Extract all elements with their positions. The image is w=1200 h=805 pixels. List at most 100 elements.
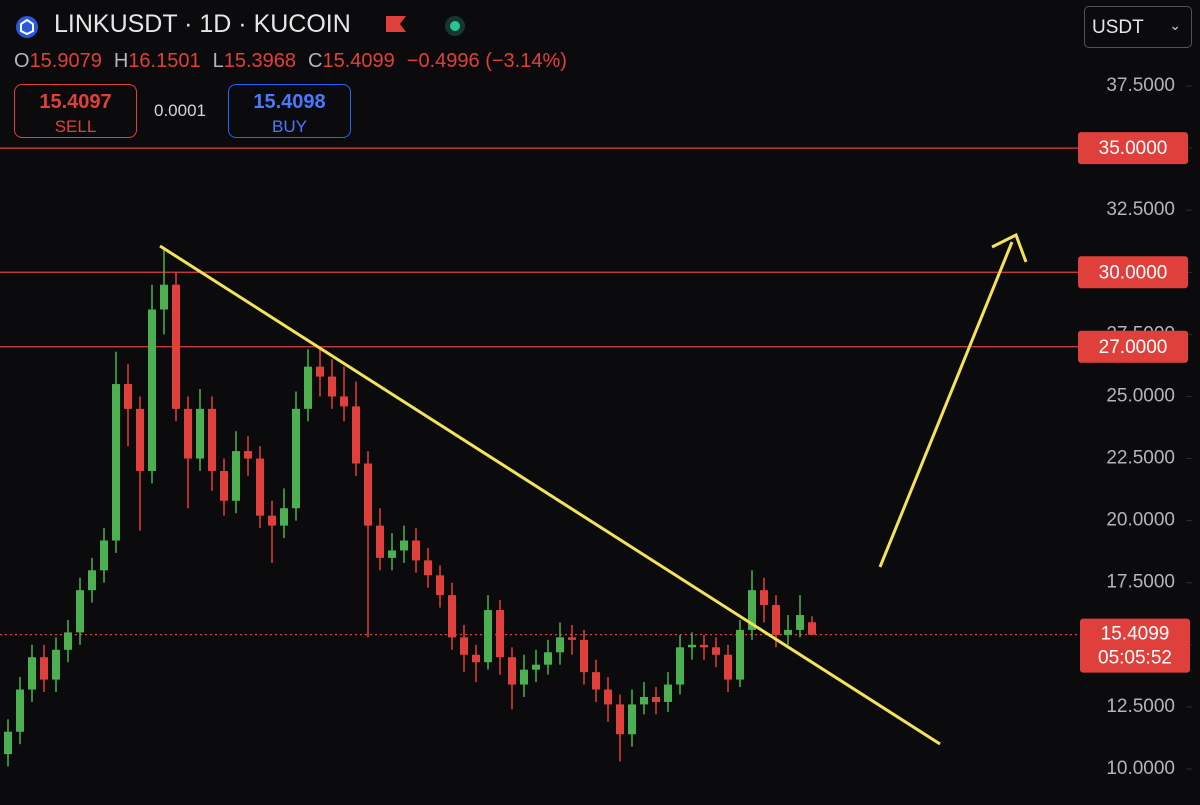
candle-body <box>364 463 372 526</box>
symbol-title: LINKUSDT · 1D · KUCOIN <box>54 10 351 38</box>
candle-body <box>496 610 504 658</box>
candle-body <box>436 575 444 596</box>
candle-body <box>772 605 780 635</box>
spread: 0.0001 <box>154 101 206 120</box>
candle-body <box>760 590 768 606</box>
sell-label: SELL <box>54 117 97 136</box>
chevron: ⌄ <box>1169 17 1181 33</box>
level-label-box <box>1078 256 1188 289</box>
candle-body <box>376 525 384 558</box>
candle-body <box>160 284 168 310</box>
candle-body <box>676 647 684 685</box>
ohlc-value: 16.1501 <box>128 50 201 72</box>
candle-body <box>796 615 804 630</box>
last-price-label: 15.4099 <box>1101 624 1170 645</box>
sell-price: 15.4097 <box>39 91 112 113</box>
candle-body <box>268 515 276 526</box>
candles <box>4 247 816 767</box>
level-label-box <box>1078 330 1188 363</box>
candle-body <box>628 704 636 735</box>
symbol-icon <box>16 16 38 38</box>
y-tick-label: 37.5000 <box>1106 75 1175 96</box>
arrow-head <box>991 232 1028 263</box>
candle-body <box>28 657 36 690</box>
sell-button[interactable]: 15.4097 SELL <box>14 84 137 138</box>
last-price-box <box>1080 618 1190 673</box>
candle-body <box>388 550 396 558</box>
candle-body <box>724 654 732 680</box>
candle-body <box>484 610 492 663</box>
level-label: 35.0000 <box>1099 138 1168 159</box>
candle-body <box>220 470 228 501</box>
candle-body <box>196 408 204 459</box>
y-tick-label: 20.0000 <box>1106 510 1175 531</box>
ohlc-key: C <box>308 50 323 72</box>
candle-body <box>112 384 120 541</box>
candle-body <box>784 629 792 635</box>
candle-body <box>616 704 624 735</box>
ohlc-value: 15.9079 <box>29 50 102 72</box>
candle-body <box>16 689 24 732</box>
countdown: 05:05:52 <box>1098 648 1172 669</box>
candle-body <box>460 637 468 655</box>
ohlc-row: O15.9079 H16.1501 L15.3968 C15.4099 −0.4996 … <box>14 50 579 73</box>
candle-body <box>52 649 60 680</box>
candle-body <box>76 590 84 633</box>
currency-select[interactable]: USDT ⌄ <box>1084 6 1192 48</box>
candle-body <box>592 672 600 690</box>
y-tick-label: 12.5000 <box>1106 696 1175 717</box>
buy-button[interactable]: 15.4098 BUY <box>228 84 351 138</box>
candle-body <box>736 629 744 680</box>
trendline <box>159 244 941 746</box>
candle-body <box>232 451 240 501</box>
arrow-line <box>878 241 1014 568</box>
candle-body <box>748 590 756 630</box>
candle-body <box>244 451 252 459</box>
ohlc-key: O <box>14 50 30 72</box>
level-label: 30.0000 <box>1099 262 1168 283</box>
candle-body <box>184 408 192 459</box>
candle-body <box>640 696 648 705</box>
flag-icon[interactable] <box>386 16 406 32</box>
level-label-box <box>1078 132 1188 165</box>
candle-body <box>532 664 540 670</box>
candle-body <box>424 560 432 576</box>
candle-body <box>400 540 408 551</box>
candle-body <box>556 637 564 653</box>
candle-body <box>700 644 708 648</box>
candle-body <box>508 657 516 685</box>
candle-body <box>808 622 816 635</box>
candle-body <box>688 644 696 648</box>
candle-body <box>124 384 132 409</box>
candle-body <box>544 652 552 665</box>
y-tick-label: 25.0000 <box>1106 385 1175 406</box>
ohlc-value: 15.4099 <box>322 50 395 72</box>
candle-body <box>412 540 420 561</box>
buy-price: 15.4098 <box>253 91 326 113</box>
candle-body <box>280 508 288 526</box>
candle-body <box>316 366 324 377</box>
candle-body <box>340 396 348 407</box>
status-dot <box>450 21 460 31</box>
candle-body <box>712 647 720 655</box>
candle-body <box>148 309 156 471</box>
candle-body <box>4 731 12 755</box>
price-labels: 35.0000 30.0000 27.0000 15.4099 05:05:52 <box>1078 132 1190 673</box>
change: −0.4996 (−3.14%) <box>406 50 567 72</box>
candle-body <box>604 689 612 705</box>
symbol-icon-mark <box>20 18 34 36</box>
y-tick-label: 32.5000 <box>1106 199 1175 220</box>
candle-body <box>652 696 660 702</box>
level-label: 27.0000 <box>1099 337 1168 358</box>
candle-body <box>256 458 264 516</box>
candle-body <box>88 570 96 591</box>
y-tick-label: 17.5000 <box>1106 572 1175 593</box>
ohlc-key: H <box>113 50 129 72</box>
ohlc-value: 15.3968 <box>223 50 297 72</box>
candle-body <box>664 684 672 702</box>
y-tick-label: 22.5000 <box>1106 448 1175 469</box>
candle-body <box>580 639 588 673</box>
candle-body <box>328 376 336 397</box>
